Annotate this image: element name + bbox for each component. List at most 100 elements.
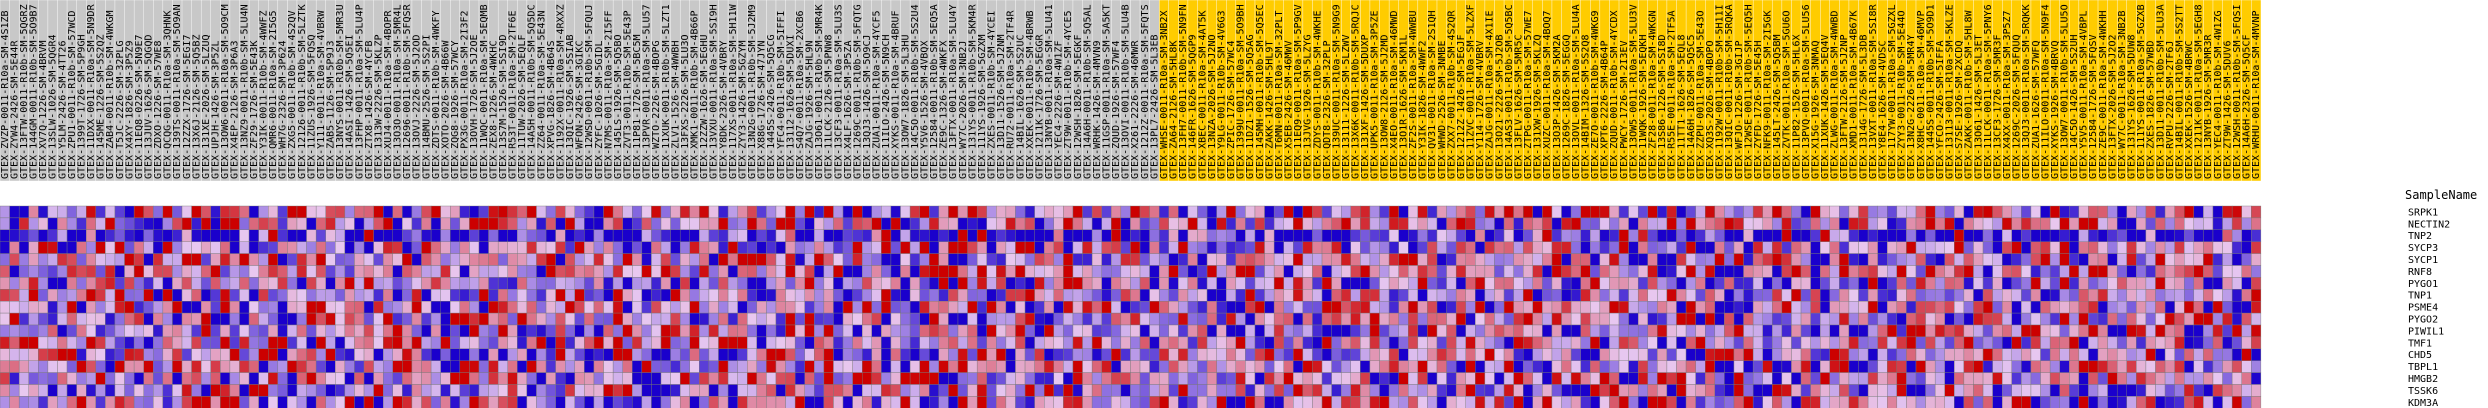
heatmap-cell xyxy=(1542,372,1553,385)
heatmap-cell xyxy=(1082,348,1093,361)
heatmap-cell xyxy=(143,348,154,361)
heatmap-cell xyxy=(2088,384,2099,397)
heatmap-cell xyxy=(957,324,968,338)
heatmap-cell xyxy=(1360,360,1371,373)
heatmap-cell xyxy=(1954,360,1965,373)
heatmap-cell xyxy=(2184,396,2195,408)
heatmap-cell xyxy=(2136,324,2147,338)
heatmap-cell xyxy=(1551,205,1562,219)
heatmap-cell xyxy=(862,324,872,338)
heatmap-cell xyxy=(1887,324,1898,338)
heatmap-cell xyxy=(1053,229,1064,242)
heatmap-cell xyxy=(545,396,556,408)
heatmap-cell xyxy=(277,241,288,254)
heatmap-cell xyxy=(651,324,662,338)
heatmap-cell xyxy=(852,348,863,361)
heatmap-cell xyxy=(1398,360,1409,373)
heatmap-cell xyxy=(95,253,106,266)
heatmap-cell xyxy=(756,253,767,266)
heatmap-cell xyxy=(287,229,298,242)
heatmap-cell xyxy=(1934,384,1945,397)
heatmap-cell xyxy=(1082,205,1093,219)
heatmap-cell xyxy=(967,360,978,373)
heatmap-cell xyxy=(833,301,844,314)
heatmap-cell xyxy=(1024,289,1035,302)
heatmap-cell xyxy=(76,301,87,314)
sample-label: GTEX-13VXU-0011-R10a-SM-5SI9H xyxy=(709,4,720,179)
sample-label: GTEX-13OVH-1726-SM-5J2OE xyxy=(469,35,480,180)
sample-label: GTEX-Y114-1726-SM-4VBRV xyxy=(1475,41,1486,179)
heatmap-cell xyxy=(1733,336,1744,349)
heatmap-cell xyxy=(1791,289,1802,302)
heatmap-cell xyxy=(2212,229,2223,242)
heatmap-cell xyxy=(1149,241,1160,254)
heatmap-cell xyxy=(1340,396,1351,408)
heatmap-cell xyxy=(2212,336,2223,349)
heatmap-cell xyxy=(1944,324,1955,338)
heatmap-cell xyxy=(28,289,39,302)
heatmap-cell xyxy=(268,336,279,349)
heatmap-cell xyxy=(1197,396,1208,408)
heatmap-cell xyxy=(1101,312,1112,326)
heatmap-cell xyxy=(1599,277,1610,290)
heatmap-cell xyxy=(1618,384,1629,397)
heatmap-cell xyxy=(1264,241,1275,254)
heatmap-cell xyxy=(996,348,1007,361)
heatmap-cell xyxy=(526,277,537,290)
heatmap-cell xyxy=(1561,265,1572,278)
heatmap-cell xyxy=(1609,301,1620,314)
heatmap-cell xyxy=(545,336,556,349)
heatmap-cell xyxy=(976,384,987,397)
heatmap-cell xyxy=(2184,229,2195,242)
heatmap-cell xyxy=(1858,396,1869,408)
heatmap-cell xyxy=(1705,348,1716,361)
heatmap-cell xyxy=(133,301,144,314)
heatmap-cell xyxy=(814,241,825,254)
heatmap-cell xyxy=(996,312,1007,326)
heatmap-cell xyxy=(871,348,882,361)
heatmap-cell xyxy=(354,336,365,349)
heatmap-cell xyxy=(756,312,767,326)
sample-label: GTEX-XQ3S-2026-SM-4BOPO xyxy=(1705,41,1716,179)
heatmap-cell xyxy=(162,253,173,266)
heatmap-cell xyxy=(775,348,786,361)
heatmap-cell xyxy=(1379,312,1390,326)
sample-label: GTEX-Y9LG-0011-R10b-SM-4V6G3 xyxy=(1216,10,1227,179)
heatmap-cell xyxy=(2002,312,2012,326)
heatmap-cell xyxy=(2174,229,2185,242)
heatmap-cell xyxy=(2088,265,2099,278)
heatmap-cell xyxy=(2136,253,2147,266)
heatmap-cell xyxy=(1609,372,1620,385)
heatmap-cell xyxy=(1561,217,1572,230)
heatmap-cell xyxy=(2203,324,2214,338)
heatmap-cell xyxy=(612,324,623,338)
heatmap-cell xyxy=(555,289,566,302)
heatmap-cell xyxy=(2222,217,2233,230)
heatmap-cell xyxy=(890,277,901,290)
heatmap-cell xyxy=(1369,217,1380,230)
heatmap-cell xyxy=(1752,336,1763,349)
heatmap-cell xyxy=(2145,205,2156,219)
sample-label: GTEX-13OW5-0011-R10a-SM-5LU3V xyxy=(1628,4,1639,179)
heatmap-cell xyxy=(957,348,968,361)
heatmap-cell xyxy=(478,396,489,408)
heatmap-cell xyxy=(823,360,834,373)
heatmap-cell xyxy=(1724,241,1735,254)
heatmap-cell xyxy=(1829,324,1840,338)
heatmap-cell xyxy=(1005,217,1016,230)
heatmap-cell xyxy=(1637,253,1648,266)
heatmap-cell xyxy=(1896,241,1907,254)
heatmap-cell xyxy=(450,360,461,373)
heatmap-cell xyxy=(574,265,585,278)
heatmap-cell xyxy=(258,229,269,242)
heatmap-cell xyxy=(2251,360,2262,373)
heatmap-cell xyxy=(641,265,652,278)
heatmap-cell xyxy=(1570,372,1581,385)
heatmap-cell xyxy=(363,372,374,385)
sample-label: GTEX-146FR-1626-SM-5QGP9 xyxy=(1188,35,1199,180)
heatmap-cell xyxy=(1752,372,1763,385)
heatmap-cell xyxy=(1226,217,1237,230)
heatmap-cell xyxy=(57,372,68,385)
heatmap-cell xyxy=(890,360,901,373)
heatmap-cell xyxy=(2174,265,2185,278)
